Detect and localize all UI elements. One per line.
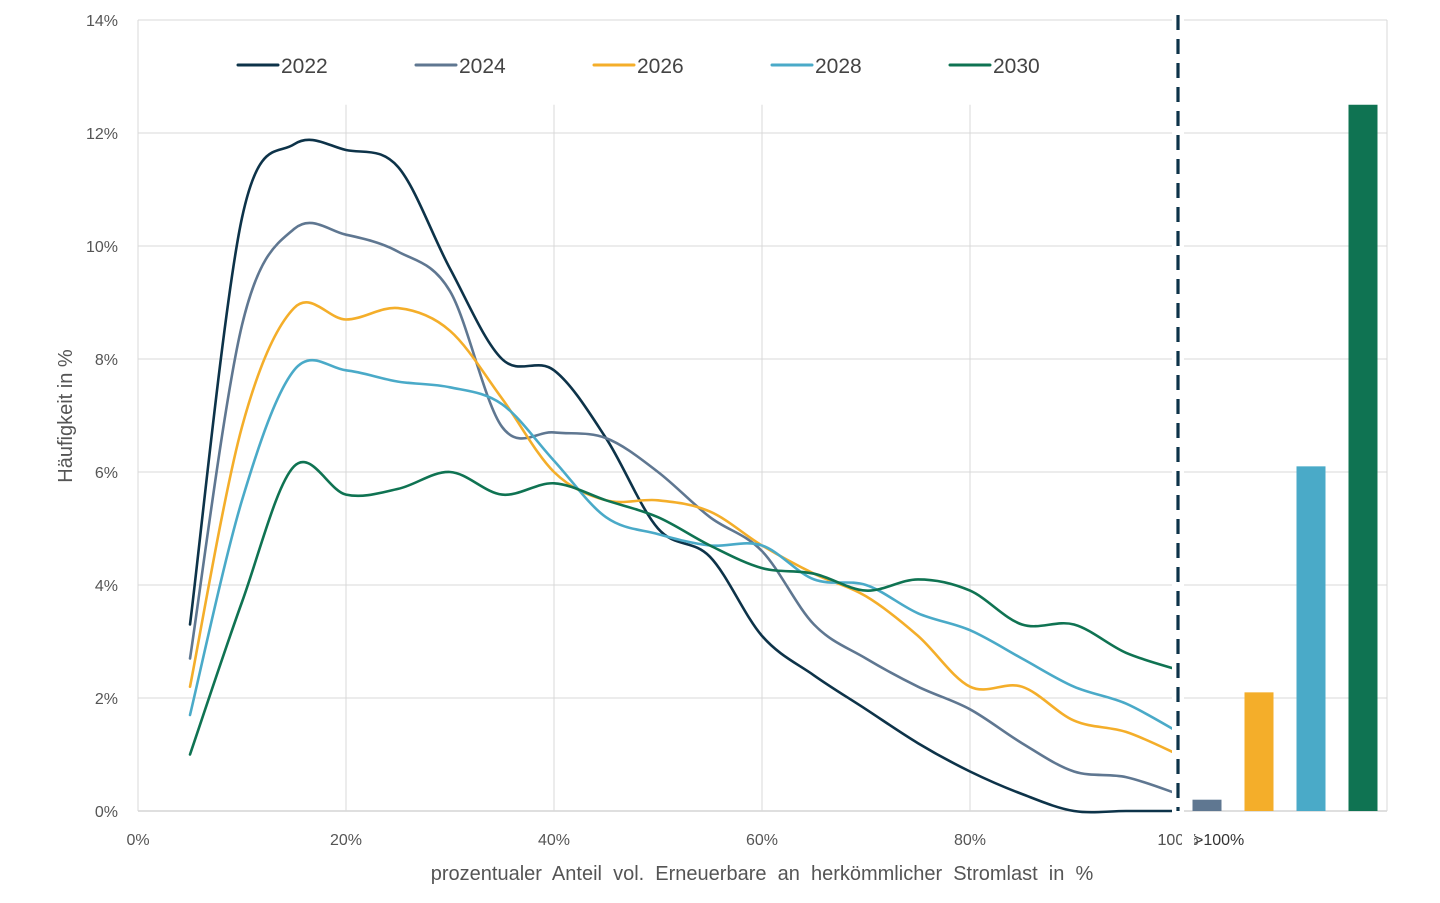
x-tick-label: 40% <box>538 832 570 849</box>
x-tick-label: 60% <box>746 832 778 849</box>
y-tick-label: 6% <box>95 465 118 482</box>
bar-2030 <box>1348 104 1378 811</box>
series-lines <box>188 138 1180 814</box>
y-tick-label: 0% <box>95 804 118 821</box>
y-axis-title: Häufigkeit in % <box>55 349 77 483</box>
series-line-2026 <box>188 301 1180 756</box>
y-tick-label: 2% <box>95 691 118 708</box>
bar-category-label: >100% <box>1194 832 1244 849</box>
bar-2024 <box>1192 799 1222 811</box>
legend-label-2026: 2026 <box>637 55 684 78</box>
x-axis-title: prozentualer Anteil vol. Erneuerbare an … <box>431 863 1094 885</box>
legend-label-2030: 2030 <box>993 55 1040 78</box>
threshold-label-mask <box>1182 827 1194 853</box>
series-line-2024 <box>188 221 1180 796</box>
axes: 0%2%4%6%8%10%12%14%0%20%40%60%80%100% <box>86 13 1198 849</box>
y-tick-label: 4% <box>95 578 118 595</box>
y-tick-label: 14% <box>86 13 118 30</box>
threshold-line-group: 100% <box>1158 15 1198 856</box>
bar-2028 <box>1296 466 1326 811</box>
series-line-2030 <box>188 460 1180 756</box>
grid-lines <box>137 19 1388 812</box>
x-tick-label: 80% <box>954 832 986 849</box>
x-tick-label: 0% <box>126 832 149 849</box>
legend-label-2024: 2024 <box>459 55 506 78</box>
legend: 2022 2024 2026 2028 2030 <box>236 55 1040 78</box>
y-tick-label: 10% <box>86 239 118 256</box>
legend-label-2028: 2028 <box>815 55 862 78</box>
y-tick-label: 12% <box>86 126 118 143</box>
overflow-bars: >100% <box>1192 104 1378 849</box>
series-line-2028 <box>188 358 1180 734</box>
x-tick-label: 20% <box>330 832 362 849</box>
series-line-2022 <box>188 138 1180 814</box>
y-tick-label: 8% <box>95 352 118 369</box>
legend-label-2022: 2022 <box>281 55 328 78</box>
bar-2026 <box>1244 692 1274 811</box>
